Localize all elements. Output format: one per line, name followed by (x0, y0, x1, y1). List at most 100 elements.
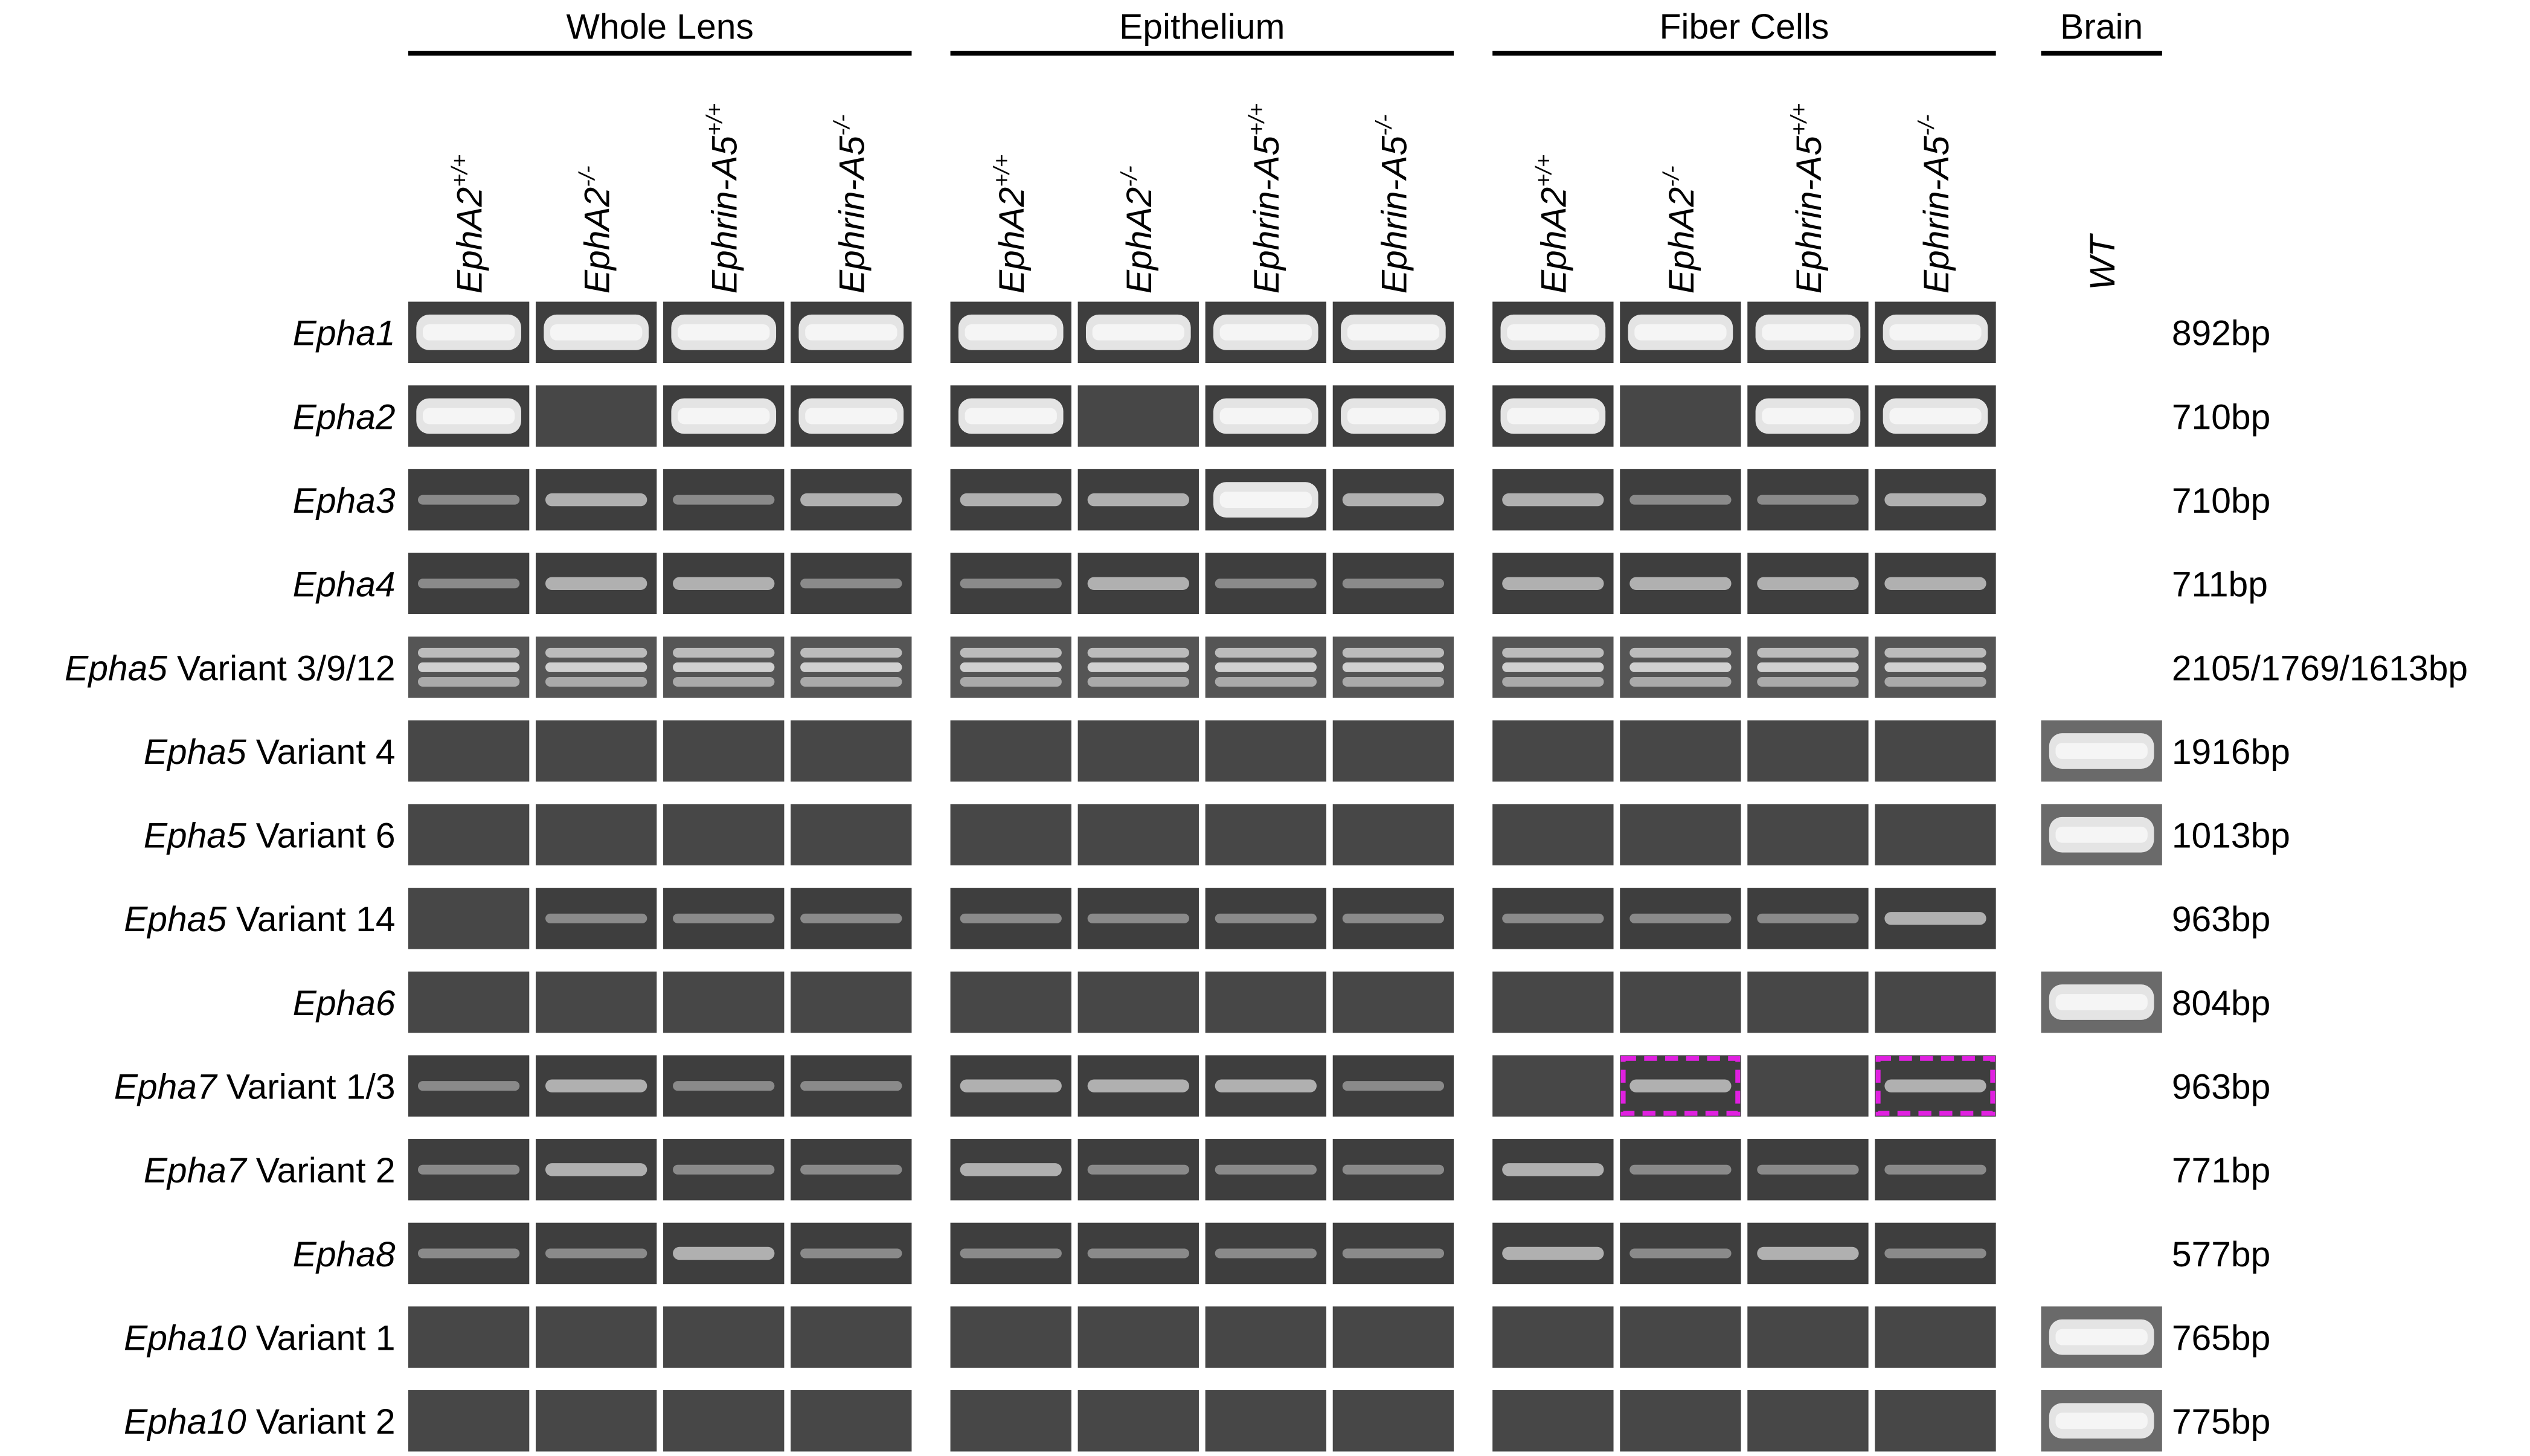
band (1629, 495, 1732, 505)
gel-lane (1077, 1390, 1199, 1452)
band (1215, 579, 1317, 589)
gene-name: Epha10 (124, 1402, 246, 1442)
gel-lane (408, 1306, 530, 1368)
band (1502, 1246, 1604, 1260)
band (1629, 662, 1732, 672)
gene-name: Epha5 (144, 733, 246, 772)
band (1757, 662, 1859, 672)
row-label: Epha5 Variant 4 (144, 733, 396, 772)
variant: Variant 6 (256, 816, 396, 856)
variant: Variant 4 (256, 733, 396, 772)
gel-lane (1205, 1390, 1327, 1452)
gel-lane (1875, 1390, 1996, 1452)
band (545, 662, 647, 672)
gel-lane (535, 1390, 657, 1452)
gene-name: Epha10 (124, 1318, 246, 1358)
gel-lane (663, 1390, 785, 1452)
band-core (1219, 492, 1312, 508)
band (1884, 676, 1986, 687)
group-title: Whole Lens (567, 7, 754, 47)
band (1502, 913, 1604, 923)
band (417, 647, 520, 658)
band (673, 1164, 775, 1175)
gel-lane (1747, 1055, 1869, 1117)
band-core (678, 324, 770, 341)
gel-lane (1620, 720, 1741, 782)
row-label: Epha7 Variant 2 (144, 1151, 396, 1190)
band-core (2055, 1413, 2148, 1429)
row-label: Epha10 Variant 1 (124, 1318, 396, 1358)
band (1629, 1079, 1732, 1092)
band (673, 676, 775, 687)
band (800, 1248, 902, 1259)
gel-lane (1205, 804, 1327, 865)
band (960, 676, 1062, 687)
band (1342, 579, 1445, 589)
band (1884, 577, 1986, 590)
band (1342, 1081, 1445, 1091)
product-size: 2105/1769/1613bp (2172, 649, 2468, 688)
gel-lane (1620, 804, 1741, 865)
band (1342, 913, 1445, 923)
band (800, 493, 902, 507)
band-core (2055, 826, 2148, 843)
product-size: 963bp (2172, 1068, 2270, 1107)
lane-genotype: +/+ (1786, 103, 1811, 136)
band-core (1347, 408, 1440, 425)
gel-lane (1620, 1390, 1741, 1452)
product-size: 711bp (2172, 565, 2268, 605)
lane-label: EphA2-/- (574, 165, 617, 293)
gene-name: Epha5 (65, 649, 167, 688)
band (545, 493, 647, 507)
gel-lane (1077, 385, 1199, 447)
band (1884, 1079, 1986, 1092)
lane-name: Ephrin-A5 (1375, 136, 1414, 294)
band-core (2055, 994, 2148, 1010)
group-title: Brain (2060, 7, 2143, 47)
gel-lane (1332, 804, 1454, 865)
band (800, 676, 902, 687)
gel-lane (791, 720, 912, 782)
lane-label: EphA2+/+ (1531, 155, 1574, 294)
gel-lane (1332, 971, 1454, 1033)
band (673, 577, 775, 590)
band (1757, 676, 1859, 687)
lane-label: Ephrin-A5+/+ (702, 103, 745, 293)
gel-lane (1332, 1306, 1454, 1368)
gene-name: Epha5 (144, 816, 246, 856)
row-label: Epha7 Variant 1/3 (114, 1068, 396, 1107)
gel-lane (408, 804, 530, 865)
band (673, 662, 775, 672)
band (1087, 577, 1189, 590)
band (673, 1246, 775, 1260)
variant: Variant 14 (236, 900, 396, 939)
band (1087, 676, 1189, 687)
band (1757, 647, 1859, 658)
group-title: Epithelium (1119, 7, 1285, 47)
lane-genotype: +/+ (1531, 155, 1556, 187)
product-size: 710bp (2172, 481, 2270, 521)
gene-name: Epha8 (293, 1235, 396, 1274)
gel-lane (535, 804, 657, 865)
gene-name: Epha5 (124, 900, 226, 939)
band (1629, 913, 1732, 923)
band (673, 913, 775, 923)
band (800, 913, 902, 923)
lane-name: EphA2 (578, 187, 617, 293)
product-size: 765bp (2172, 1318, 2270, 1358)
band (800, 579, 902, 589)
lane-name: EphA2 (992, 187, 1032, 293)
gel-lane (1492, 1055, 1614, 1117)
band-core (1219, 408, 1312, 425)
gel-lane (408, 888, 530, 949)
band (1502, 577, 1604, 590)
group-title: Fiber Cells (1660, 7, 1829, 47)
band-core (1762, 408, 1854, 425)
band (417, 579, 520, 589)
band (673, 647, 775, 658)
band (545, 1079, 647, 1092)
gel-lane (1332, 1390, 1454, 1452)
band (1757, 577, 1859, 590)
band (417, 495, 520, 505)
lane-name: Ephrin-A5 (705, 136, 745, 294)
